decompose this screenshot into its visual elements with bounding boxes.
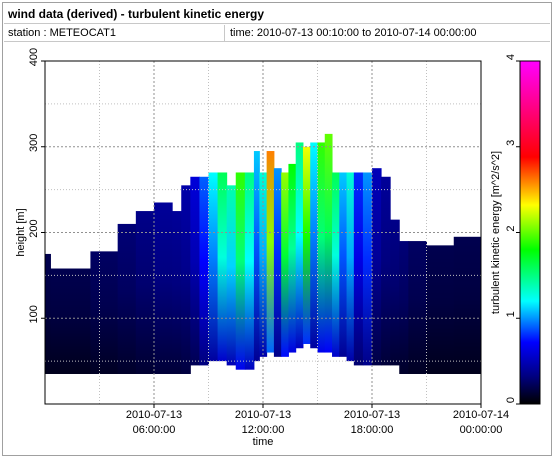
heatmap-column xyxy=(50,268,91,374)
heatmap-column xyxy=(295,142,304,349)
heatmap-column xyxy=(346,172,355,362)
heatmap-column xyxy=(399,241,409,374)
y-tick-label: 200 xyxy=(28,219,40,237)
heatmap-column xyxy=(181,185,191,374)
heatmap-column xyxy=(45,253,51,374)
x-tick-label-time: 18:00:00 xyxy=(351,424,394,436)
x-tick-label-time: 06:00:00 xyxy=(133,424,176,436)
x-tick-label-date: 2010-07-13 xyxy=(344,409,400,421)
heatmap-column xyxy=(235,172,246,370)
heatmap-column xyxy=(390,219,400,366)
info-separator xyxy=(224,25,225,41)
heatmap-column xyxy=(317,142,326,353)
y-tick-label: 300 xyxy=(28,134,40,152)
heatmap-column xyxy=(408,241,427,374)
heatmap-column xyxy=(208,172,219,362)
heatmap-column xyxy=(266,151,275,353)
heatmap-column xyxy=(117,223,137,374)
heatmap-column xyxy=(273,168,282,357)
grid-lines xyxy=(45,61,481,404)
colorbar-tick-label: 3 xyxy=(505,140,517,146)
colorbar-tick-label: 4 xyxy=(505,54,517,60)
heatmap-column xyxy=(199,176,209,366)
heatmap-column xyxy=(310,142,318,349)
y-tick-label: 100 xyxy=(28,305,40,323)
heatmap-column xyxy=(288,163,297,353)
x-tick-label-date: 2010-07-13 xyxy=(235,409,291,421)
heatmap-column xyxy=(381,176,391,366)
heatmap-column xyxy=(135,211,155,374)
heatmap-column xyxy=(426,245,455,374)
info-bar: station : METEOCAT1 time: 2010-07-13 00:… xyxy=(4,25,550,42)
x-tick-label-time: 00:00:00 xyxy=(460,424,503,436)
x-axis-label: time xyxy=(253,436,274,448)
colorbar-tick-label: 1 xyxy=(505,311,517,317)
heatmap-column xyxy=(339,172,348,357)
heatmap-column xyxy=(362,172,373,366)
heatmap-column xyxy=(372,168,382,366)
colorbar: 0 1 2 3 4 turbulent kinetic energy [m^2/s^2] xyxy=(490,54,541,405)
heatmap-column xyxy=(281,172,289,357)
heatmap-column xyxy=(154,202,173,374)
axes: 100 200 300 400 height [m] 2010-07-13 06:00:00… xyxy=(15,48,509,448)
heatmap-column xyxy=(324,133,333,353)
heatmap-columns xyxy=(45,133,482,374)
heatmap-column xyxy=(259,172,268,357)
heatmap-column xyxy=(453,236,482,374)
x-tick-label-date: 2010-07-13 xyxy=(126,409,182,421)
colorbar-gradient xyxy=(519,60,541,405)
heatmap-column xyxy=(253,151,260,362)
heatmap-column xyxy=(332,172,340,357)
colorbar-label: turbulent kinetic energy [m^2/s^2] xyxy=(490,151,502,314)
y-axis-label: height [m] xyxy=(15,208,27,256)
colorbar-tick-label: 2 xyxy=(505,225,517,231)
y-tick-label: 400 xyxy=(28,48,40,66)
heatmap-column xyxy=(172,211,182,374)
chart-title: wind data (derived) - turbulent kinetic … xyxy=(4,4,550,24)
heatmap-column xyxy=(90,251,119,374)
heatmap-column xyxy=(217,172,228,362)
colorbar-tick-label: 0 xyxy=(505,397,517,403)
x-tick-label-date: 2010-07-14 xyxy=(453,409,509,421)
station-label: station : METEOCAT1 xyxy=(8,27,116,39)
heatmap-column xyxy=(353,172,364,366)
x-tick-label-time: 12:00:00 xyxy=(242,424,285,436)
heatmap-column xyxy=(244,172,255,370)
heatmap-column xyxy=(302,146,311,344)
heatmap-column xyxy=(190,176,200,366)
time-range-label: time: 2010-07-13 00:10:00 to 2010-07-14 … xyxy=(230,27,477,39)
